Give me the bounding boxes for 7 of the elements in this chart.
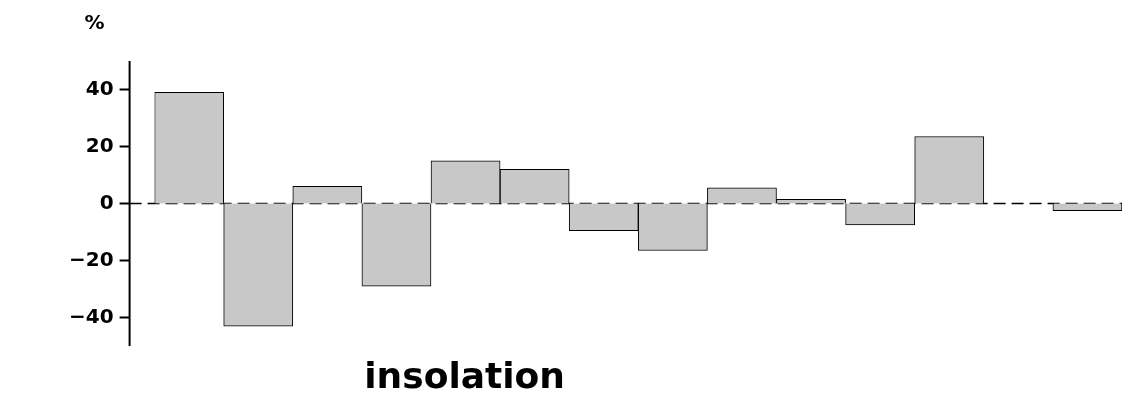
y-tick-label: 20 xyxy=(85,132,114,157)
y-tick-label: 0 xyxy=(99,189,114,214)
y-tick-label: 40 xyxy=(85,75,114,100)
y-tick-label: −40 xyxy=(69,303,114,328)
y-tick-label: −20 xyxy=(69,246,114,271)
x-axis-title: insolation xyxy=(364,355,565,397)
y-axis-title: % xyxy=(84,10,105,35)
